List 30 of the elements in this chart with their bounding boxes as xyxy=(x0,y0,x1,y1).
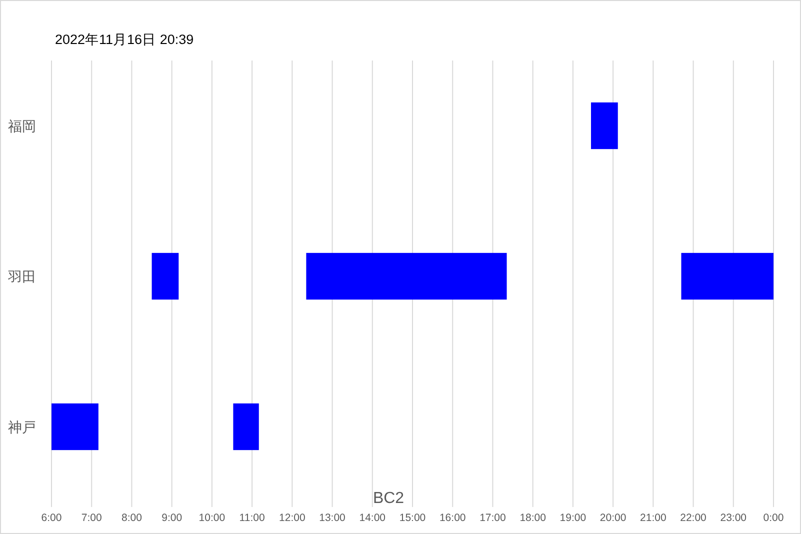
x-tick-label: 15:00 xyxy=(399,512,426,524)
x-tick-label: 9:00 xyxy=(162,512,182,524)
x-tick-label: 19:00 xyxy=(560,512,586,524)
x-tick-label: 22:00 xyxy=(680,512,707,524)
chart-title: 2022年11月16日 20:39 xyxy=(55,32,194,47)
x-tick-label: 16:00 xyxy=(439,512,466,524)
bar xyxy=(233,403,259,450)
x-tick-label: 21:00 xyxy=(640,512,666,524)
x-tick-label: 11:00 xyxy=(239,512,265,524)
bar xyxy=(52,403,98,450)
x-tick-label: 7:00 xyxy=(81,512,102,524)
y-tick-label: 神戸 xyxy=(8,418,36,435)
y-tick-label: 福岡 xyxy=(8,118,36,134)
x-tick-label: 23:00 xyxy=(720,512,747,524)
x-tick-label: 12:00 xyxy=(279,512,306,524)
bar xyxy=(152,252,179,300)
bar xyxy=(306,252,507,300)
x-tick-label: 13:00 xyxy=(319,512,346,524)
x-tick-label: 10:00 xyxy=(198,512,226,524)
x-tick-label: 0:00 xyxy=(763,512,784,524)
x-tick-label: 8:00 xyxy=(122,512,142,524)
bar xyxy=(681,252,774,300)
x-tick-label: 17:00 xyxy=(480,512,506,524)
y-tick-label: 羽田 xyxy=(7,268,36,284)
x-axis-title: BC2 xyxy=(372,490,404,507)
x-tick-label: 6:00 xyxy=(41,512,62,524)
x-tick-label: 20:00 xyxy=(600,512,626,524)
x-tick-label: 18:00 xyxy=(520,512,546,524)
x-tick-label: 14:00 xyxy=(359,512,386,524)
bar xyxy=(590,102,618,150)
